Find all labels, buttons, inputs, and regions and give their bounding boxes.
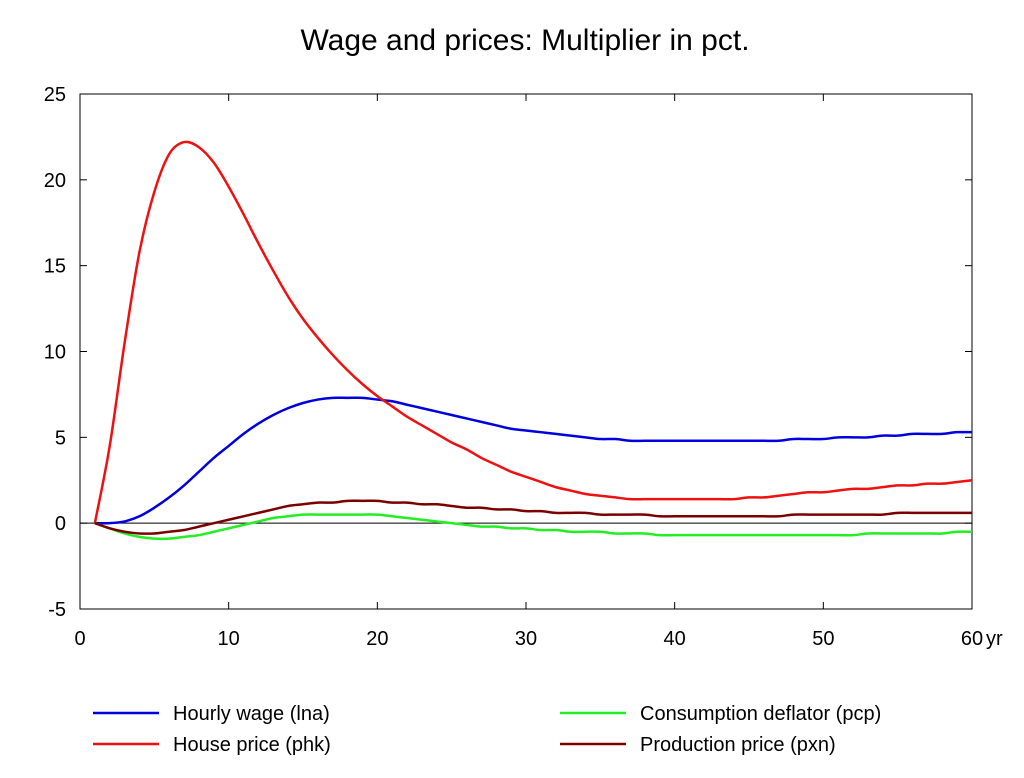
- series-lines: [93, 140, 973, 541]
- axis-ticks: 0 10 20 30 40 50 60 yr -5 0 5 10 15 20 25: [44, 84, 1003, 650]
- series-line-1: [94, 396, 973, 525]
- y-tick-label: 15: [44, 256, 66, 278]
- x-unit-label: yr: [986, 628, 1003, 650]
- x-tick-label: 30: [515, 628, 537, 650]
- chart-title: Wage and prices: Multiplier in pct.: [300, 24, 749, 57]
- x-tick-label: 10: [218, 628, 240, 650]
- legend-label-1: Hourly wage (lna): [173, 703, 330, 725]
- y-tick-label: 10: [44, 342, 66, 364]
- series-line-3: [94, 513, 973, 541]
- y-tick-label: -5: [48, 599, 66, 621]
- y-tick-label: 0: [55, 513, 66, 535]
- legend-label-2: House price (phk): [173, 734, 331, 756]
- legend-label-3: Consumption deflator (pcp): [640, 703, 881, 725]
- x-tick-label: 20: [366, 628, 388, 650]
- x-tick-label: 60: [961, 628, 983, 650]
- x-tick-label: 0: [74, 628, 85, 650]
- x-tick-label: 50: [812, 628, 834, 650]
- legend: Hourly wage (lna) House price (phk) Consum…: [93, 703, 881, 756]
- y-tick-label: 5: [55, 427, 66, 449]
- y-tick-label: 25: [44, 84, 66, 106]
- series-line-2: [93, 140, 973, 524]
- legend-label-4: Production price (pxn): [640, 734, 836, 756]
- x-tick-label: 40: [664, 628, 686, 650]
- y-tick-label: 20: [44, 170, 66, 192]
- series-line-4: [94, 499, 972, 535]
